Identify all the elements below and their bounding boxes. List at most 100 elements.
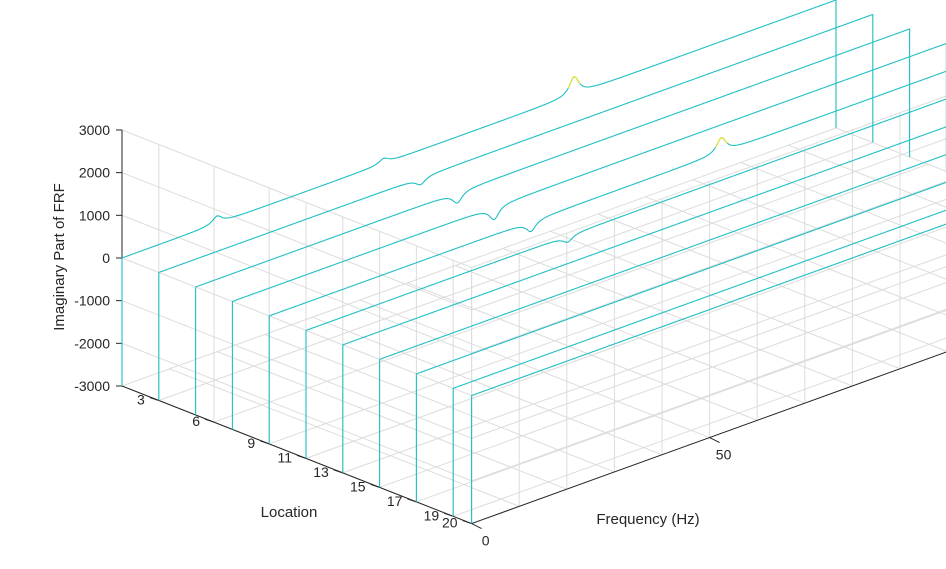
grid-lines bbox=[121, 95, 946, 525]
frf-trace-location-15 bbox=[379, 154, 946, 488]
y-tick-label: 13 bbox=[313, 464, 329, 480]
y-tick-label: 6 bbox=[192, 413, 200, 429]
floor-grid-line bbox=[550, 230, 901, 370]
floor-grid-line bbox=[305, 226, 946, 459]
x-tick-label: 0 bbox=[482, 533, 490, 549]
y-tick-mark bbox=[204, 418, 215, 423]
x-tick-mark bbox=[709, 437, 720, 444]
z-tick-label: -1000 bbox=[74, 293, 110, 309]
frf-trace-location-11 bbox=[305, 98, 946, 459]
y-tick-label: 15 bbox=[350, 478, 366, 494]
y-tick-label: 19 bbox=[424, 507, 440, 523]
y-tick-label: 20 bbox=[442, 515, 458, 531]
floor-grid-line bbox=[312, 316, 663, 456]
floor-grid-line bbox=[740, 161, 946, 244]
floor-grid-line bbox=[121, 127, 837, 387]
x-tick-mark bbox=[471, 523, 482, 530]
frf-line bbox=[452, 209, 946, 517]
z-tick-label: -3000 bbox=[74, 378, 110, 394]
y-tick-mark bbox=[370, 483, 380, 488]
frf-line bbox=[379, 154, 946, 488]
frf-line bbox=[342, 126, 946, 473]
floor-grid-line bbox=[455, 265, 805, 404]
floor-grid-line bbox=[645, 196, 946, 316]
back-wall-grid-line bbox=[471, 351, 946, 525]
floor-grid-line bbox=[379, 282, 946, 488]
floor-grid-line bbox=[788, 144, 946, 208]
y-tick-mark bbox=[296, 454, 307, 459]
frf-trace-location-5 bbox=[195, 28, 911, 415]
left-wall-grid-line bbox=[121, 129, 472, 269]
z-axis-label: Imaginary Part of FRF bbox=[51, 183, 68, 331]
floor-grid-line bbox=[835, 127, 946, 172]
left-wall-grid-line bbox=[121, 257, 472, 397]
x-axis-line bbox=[471, 351, 946, 525]
floor-grid-line bbox=[217, 351, 567, 490]
frf-trace-location-13 bbox=[342, 126, 946, 473]
back-wall-grid-line bbox=[471, 180, 946, 354]
x-axis-label: Frequency (Hz) bbox=[596, 511, 699, 528]
back-wall-grid-line bbox=[471, 223, 946, 397]
frf-trace-location-20 bbox=[471, 223, 946, 524]
frf-line bbox=[121, 0, 837, 386]
y-axis-line bbox=[121, 385, 472, 525]
z-tick-label: 1000 bbox=[79, 207, 110, 223]
left-wall-grid-line bbox=[121, 214, 472, 354]
z-tick-label: -2000 bbox=[74, 335, 110, 351]
frf-peak bbox=[567, 76, 581, 89]
left-wall-grid-line bbox=[121, 300, 472, 439]
frf-trace-location-19 bbox=[452, 209, 946, 517]
floor-grid-line bbox=[453, 337, 946, 517]
back-wall-grid-line bbox=[471, 138, 946, 311]
frf-trace-location-17 bbox=[415, 181, 946, 502]
floor-grid-line bbox=[158, 142, 873, 401]
back-wall-grid-line bbox=[471, 308, 946, 482]
tick-labels: 3000 2000 1000 0 -1000 -2000 -3000 3 6 9 11 13 15 17 1… bbox=[74, 122, 732, 549]
floor-grid-line bbox=[342, 254, 946, 474]
z-tick-label: 0 bbox=[102, 250, 110, 266]
z-tick-label: 3000 bbox=[79, 122, 110, 138]
frf-trace-location-3 bbox=[158, 13, 874, 401]
frf-trace-location-7 bbox=[231, 42, 946, 430]
floor-grid-line bbox=[407, 282, 758, 421]
frf-line bbox=[305, 98, 946, 459]
frf-trace-location-1 bbox=[121, 0, 837, 386]
frf-line bbox=[415, 181, 946, 502]
y-tick-mark bbox=[462, 520, 472, 525]
frf-line bbox=[471, 223, 946, 524]
axes bbox=[116, 129, 946, 530]
floor-grid-line bbox=[597, 213, 946, 352]
left-wall-grid-line bbox=[121, 342, 472, 482]
frf-trace-location-9 bbox=[268, 70, 946, 444]
left-wall-grid-line bbox=[121, 172, 472, 311]
frf-line bbox=[158, 13, 874, 401]
frf-line bbox=[231, 42, 946, 430]
frf-line bbox=[268, 70, 946, 444]
y-tick-label: 11 bbox=[277, 449, 292, 465]
x-tick-label: 50 bbox=[716, 447, 732, 463]
frf-peak bbox=[714, 137, 728, 148]
y-tick-mark bbox=[407, 498, 417, 503]
floor-grid-line bbox=[169, 368, 520, 507]
back-wall-grid-line bbox=[471, 266, 946, 439]
y-tick-label: 3 bbox=[137, 391, 145, 407]
y-axis-label: Location bbox=[261, 504, 318, 521]
y-tick-mark bbox=[149, 397, 159, 401]
floor-grid-line bbox=[213, 163, 929, 423]
floor-grid-line bbox=[502, 247, 853, 387]
y-tick-label: 9 bbox=[247, 435, 255, 451]
floor-grid-line bbox=[416, 309, 946, 503]
y-tick-mark bbox=[333, 469, 343, 474]
z-tick-label: 2000 bbox=[79, 165, 110, 181]
y-tick-label: 17 bbox=[387, 493, 403, 509]
frf-traces bbox=[121, 0, 946, 524]
floor-grid-line bbox=[269, 198, 946, 445]
floor-grid-line bbox=[359, 299, 710, 439]
floor-grid-line bbox=[471, 351, 946, 525]
floor-grid-line bbox=[264, 333, 615, 473]
y-tick-mark bbox=[444, 512, 454, 517]
floor-grid-line bbox=[693, 179, 946, 280]
y-tick-mark bbox=[260, 440, 270, 445]
back-wall-grid-line bbox=[471, 95, 946, 269]
